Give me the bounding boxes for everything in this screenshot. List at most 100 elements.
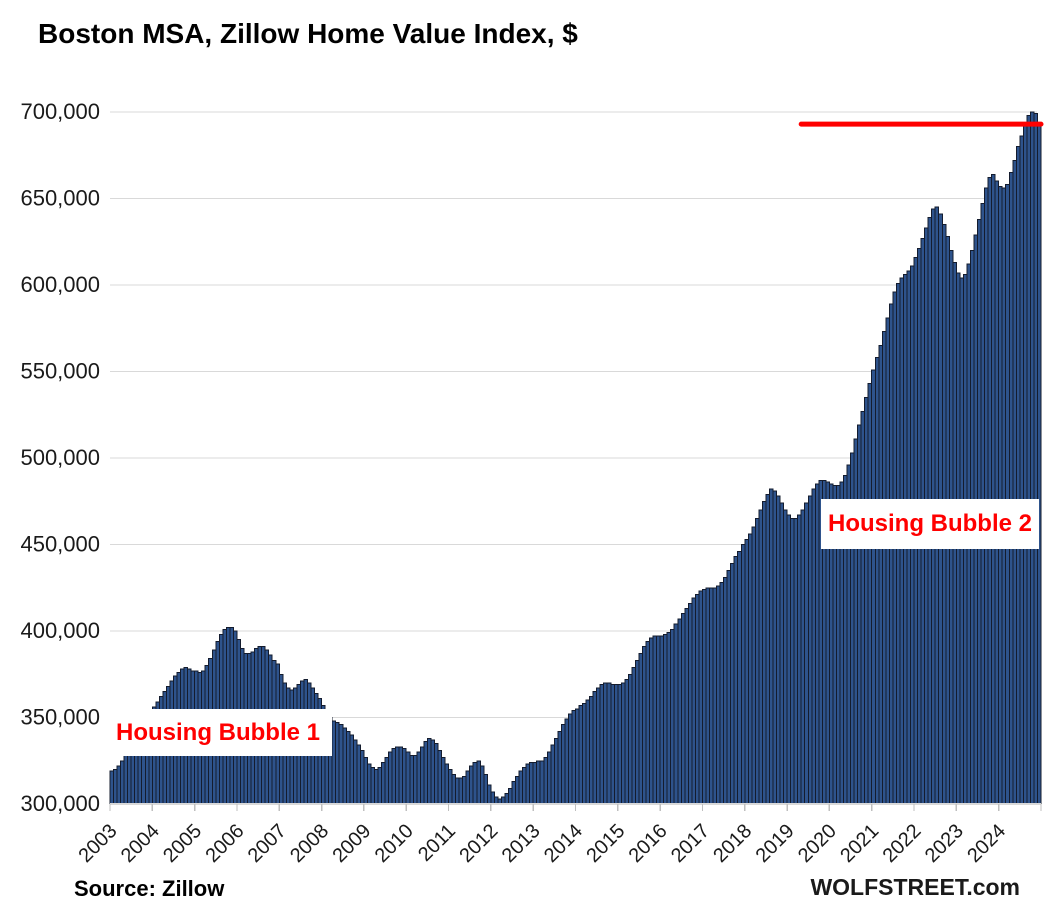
- y-tick-label: 300,000: [20, 791, 100, 816]
- bar: [342, 727, 347, 805]
- bar: [582, 703, 587, 805]
- bar: [405, 751, 411, 805]
- x-tick-label: 2004: [117, 820, 164, 867]
- bar: [500, 796, 506, 805]
- bar: [373, 768, 379, 805]
- bar: [881, 331, 887, 805]
- bar: [790, 518, 795, 805]
- bar: [797, 514, 802, 805]
- bar: [546, 751, 552, 805]
- bar: [462, 775, 467, 805]
- bar: [493, 796, 499, 805]
- bar: [694, 594, 700, 805]
- bar: [726, 569, 732, 805]
- bar: [381, 761, 386, 805]
- bar: [120, 760, 125, 805]
- bar: [377, 767, 383, 805]
- bar: [786, 514, 792, 805]
- bar: [366, 763, 372, 805]
- x-tick-label: 2021: [836, 820, 883, 867]
- x-tick-label: 2019: [752, 820, 799, 867]
- bar: [758, 509, 763, 805]
- bar: [409, 755, 414, 805]
- bar: [338, 723, 344, 805]
- bar: [557, 730, 562, 805]
- source-note: Source: Zillow: [74, 876, 225, 901]
- bar: [1008, 172, 1014, 805]
- bar: [719, 582, 725, 805]
- bar: [511, 781, 517, 805]
- bar: [567, 713, 573, 805]
- x-tick-label: 2018: [709, 820, 756, 867]
- bar: [575, 708, 580, 805]
- bar: [606, 682, 612, 805]
- bar: [123, 755, 129, 805]
- bar: [712, 587, 718, 805]
- x-tick-label: 2016: [625, 820, 672, 867]
- bar: [398, 746, 404, 805]
- bar: [860, 410, 866, 805]
- bar: [1026, 114, 1031, 805]
- bar: [539, 760, 545, 805]
- bar: [515, 775, 520, 805]
- bar: [991, 173, 996, 805]
- bar: [645, 640, 651, 805]
- bar: [331, 720, 337, 805]
- bar: [349, 734, 354, 805]
- x-tick-label: 2005: [159, 820, 206, 867]
- bar: [433, 742, 439, 805]
- bar: [370, 767, 375, 805]
- bar: [592, 691, 598, 805]
- bar: [1033, 113, 1038, 805]
- bar: [779, 502, 785, 805]
- bar: [479, 765, 485, 805]
- bar: [638, 652, 644, 805]
- bar: [705, 587, 711, 805]
- bar: [486, 784, 492, 805]
- bar: [723, 576, 728, 805]
- bar: [532, 761, 538, 805]
- bar: [814, 483, 820, 805]
- bar: [709, 587, 714, 805]
- chart-title: Boston MSA, Zillow Home Value Index, $: [38, 18, 578, 49]
- bar: [656, 635, 661, 805]
- bar: [451, 774, 457, 805]
- bar: [127, 749, 132, 805]
- bar: [642, 646, 647, 805]
- bar: [701, 588, 707, 805]
- bar: [613, 684, 619, 805]
- bar: [483, 774, 488, 805]
- bar: [670, 628, 675, 805]
- bar: [416, 751, 421, 805]
- bar: [765, 493, 770, 805]
- bar: [116, 765, 122, 805]
- bar: [1019, 135, 1024, 805]
- bar: [423, 741, 428, 805]
- bar: [804, 502, 809, 805]
- bar: [684, 608, 689, 805]
- bar: [617, 684, 622, 805]
- bar: [599, 684, 605, 805]
- bar: [529, 761, 534, 805]
- bar: [659, 635, 665, 805]
- bar: [885, 317, 890, 805]
- annotation-housing-bubble-1: Housing Bubble 1: [104, 709, 332, 756]
- bar: [698, 590, 703, 805]
- bar: [747, 533, 753, 805]
- bar: [984, 187, 989, 805]
- bar: [345, 730, 351, 805]
- bar: [663, 633, 668, 805]
- annotation-housing-bubble-2: Housing Bubble 2: [821, 499, 1039, 549]
- bar: [448, 768, 453, 805]
- bar: [811, 488, 816, 805]
- x-tick-label: 2012: [455, 820, 502, 867]
- bar: [634, 659, 640, 805]
- bar: [649, 637, 654, 805]
- bar: [335, 722, 340, 805]
- bar: [761, 500, 767, 805]
- y-tick-label: 450,000: [20, 532, 100, 557]
- x-tick-label: 2003: [75, 820, 122, 867]
- bar: [458, 777, 464, 805]
